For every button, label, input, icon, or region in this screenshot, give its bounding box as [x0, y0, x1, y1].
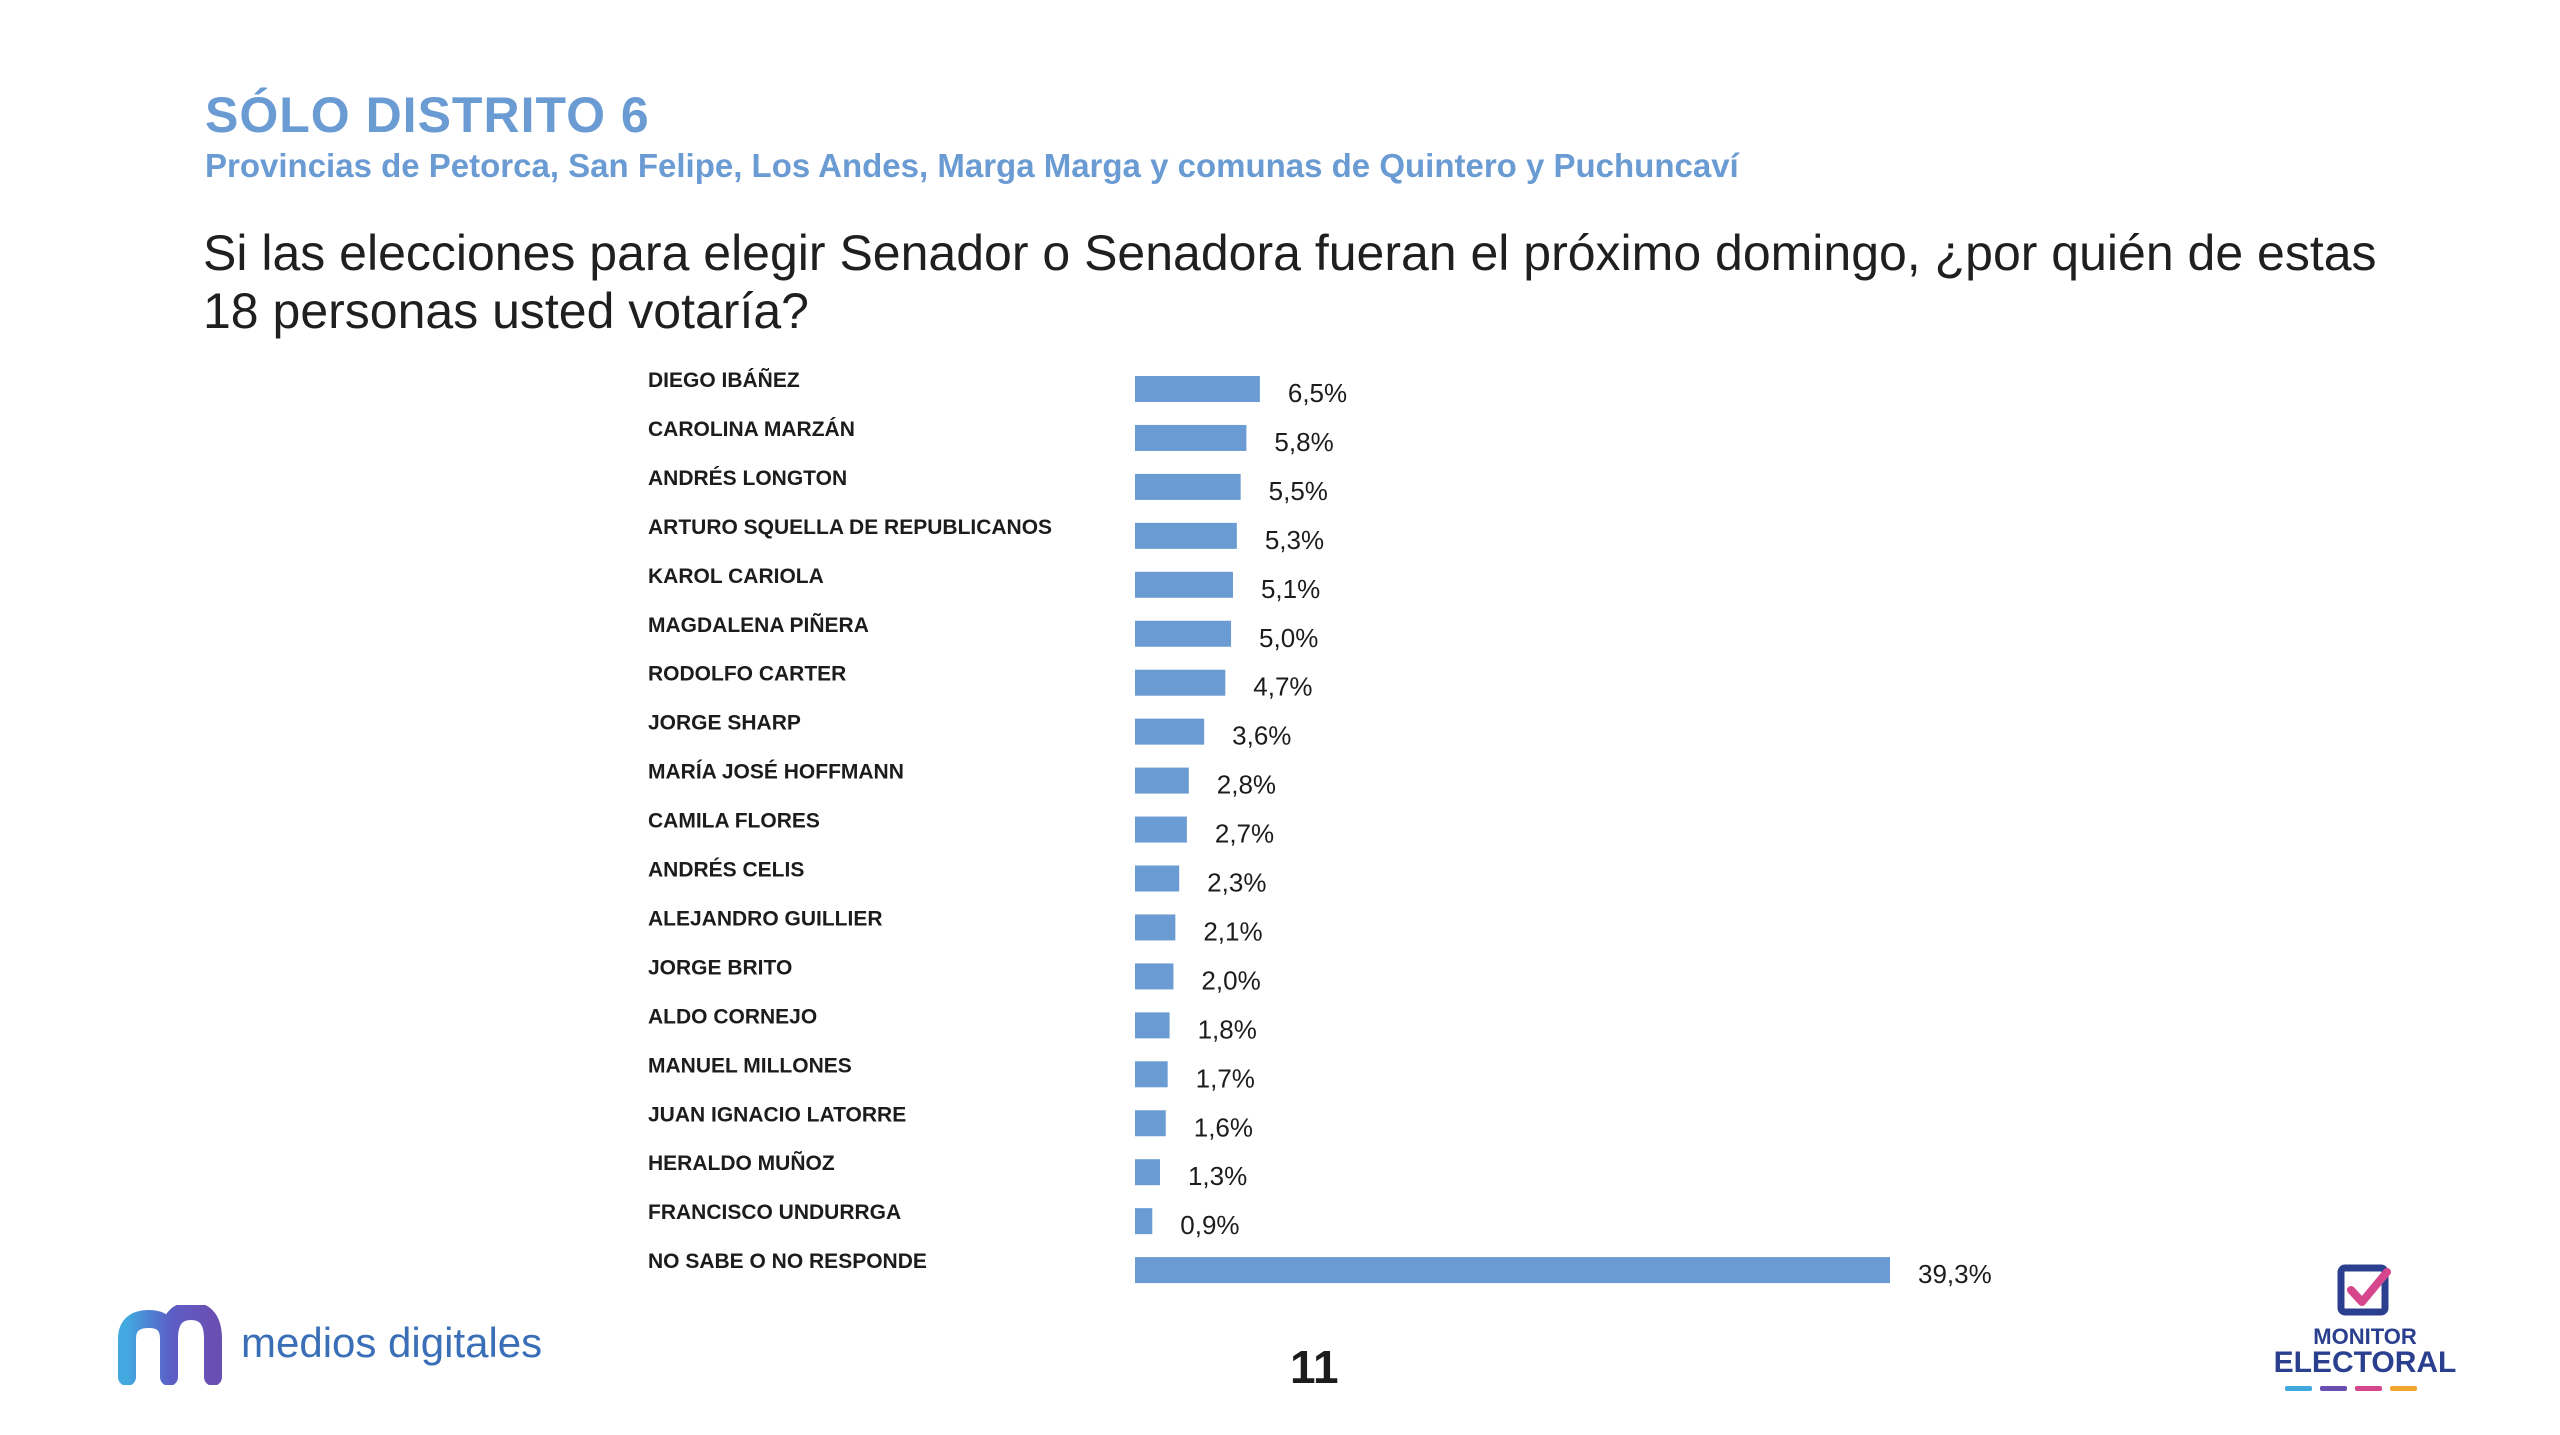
value-label: 0,9% — [1180, 1210, 1239, 1240]
category-label: DIEGO IBÁÑEZ — [648, 369, 800, 392]
value-label: 2,7% — [1215, 819, 1274, 849]
bar — [1135, 1012, 1170, 1039]
value-label: 5,3% — [1265, 525, 1324, 555]
category-label: FRANCISCO UNDURRGA — [648, 1201, 901, 1224]
category-label: JORGE BRITO — [648, 956, 792, 979]
bar — [1135, 914, 1176, 941]
category-label: JORGE SHARP — [648, 712, 801, 735]
category-label: ALDO CORNEJO — [648, 1005, 817, 1028]
bar — [1135, 473, 1241, 500]
bar-chart: DIEGO IBÁÑEZ 6,5% CAROLINA MARZÁN 5,8% ANDRÉ… — [648, 369, 1992, 1289]
dash-4 — [2390, 1386, 2417, 1391]
category-label: MANUEL MILLONES — [648, 1054, 852, 1077]
category-label: ANDRÉS LONGTON — [648, 467, 847, 490]
page-number: 11 — [1290, 1341, 1339, 1393]
medios-digitales-logo: medios digitales — [115, 1305, 555, 1385]
bar — [1135, 767, 1189, 794]
category-label: NO SABE O NO RESPONDE — [648, 1250, 927, 1273]
monitor-electoral-logo: MONITOR ELECTORAL — [2265, 1262, 2465, 1402]
bar — [1135, 669, 1226, 696]
value-label: 2,8% — [1217, 770, 1276, 800]
category-label: CAROLINA MARZÁN — [648, 418, 855, 441]
value-label: 2,0% — [1201, 965, 1260, 995]
bar — [1135, 1208, 1153, 1235]
logo-line-2: ELECTORAL — [2273, 1346, 2457, 1379]
value-label: 5,8% — [1274, 427, 1333, 457]
bar — [1135, 1061, 1168, 1088]
bar — [1135, 522, 1237, 549]
category-label: KAROL CARIOLA — [648, 565, 824, 588]
bar — [1135, 816, 1187, 843]
bar — [1135, 718, 1205, 745]
value-label: 5,0% — [1259, 623, 1318, 653]
value-label: 1,6% — [1194, 1112, 1253, 1142]
dash-3 — [2355, 1386, 2382, 1391]
bar — [1135, 865, 1180, 892]
dash-2 — [2320, 1386, 2347, 1391]
value-label: 4,7% — [1253, 672, 1312, 702]
value-label: 2,3% — [1207, 868, 1266, 898]
bar — [1135, 1257, 1890, 1284]
value-label: 39,3% — [1918, 1259, 1992, 1289]
logo-line-1: MONITOR — [2313, 1324, 2417, 1349]
survey-question: Si las elecciones para elegir Senador o … — [203, 225, 2377, 339]
value-label: 3,6% — [1232, 721, 1291, 751]
value-label: 6,5% — [1288, 378, 1347, 408]
category-label: ANDRÉS CELIS — [648, 859, 804, 882]
bar — [1135, 571, 1233, 598]
bar — [1135, 1159, 1160, 1186]
logo-text: medios digitales — [241, 1319, 543, 1366]
category-label: HERALDO MUÑOZ — [648, 1152, 835, 1175]
bar — [1135, 376, 1260, 402]
category-label: CAMILA FLORES — [648, 810, 820, 833]
ballot-checkbox-icon — [2337, 1264, 2391, 1316]
category-label: MAGDALENA PIÑERA — [648, 614, 869, 637]
category-label: ARTURO SQUELLA DE REPUBLICANOS — [648, 516, 1052, 539]
value-label: 5,5% — [1269, 476, 1328, 506]
section-title: SÓLO DISTRITO 6 — [205, 87, 650, 143]
bar — [1135, 620, 1232, 647]
section-subtitle: Provincias de Petorca, San Felipe, Los A… — [205, 147, 1739, 184]
category-label: JUAN IGNACIO LATORRE — [648, 1103, 906, 1126]
bar — [1135, 424, 1247, 451]
value-label: 1,7% — [1196, 1063, 1255, 1093]
value-label: 1,8% — [1198, 1014, 1257, 1044]
medios-digitales-m-logo-icon — [118, 1305, 222, 1385]
category-label: ALEJANDRO GUILLIER — [648, 907, 883, 930]
logo-color-dashes — [2285, 1386, 2417, 1391]
category-label: MARÍA JOSÉ HOFFMANN — [648, 761, 904, 784]
value-label: 1,3% — [1188, 1161, 1247, 1191]
bar — [1135, 1110, 1166, 1137]
value-label: 2,1% — [1203, 916, 1262, 946]
value-label: 5,1% — [1261, 574, 1320, 604]
dash-1 — [2285, 1386, 2312, 1391]
category-label: RODOLFO CARTER — [648, 663, 846, 686]
bar — [1135, 963, 1174, 990]
